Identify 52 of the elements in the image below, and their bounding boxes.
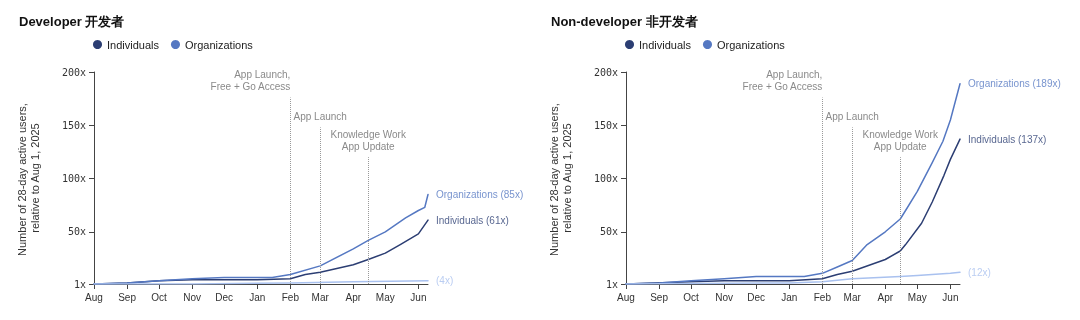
x-tick-label: Feb (813, 291, 832, 303)
annotation: (12x) (968, 266, 991, 278)
ref-line-label: Knowledge Work App Update (862, 128, 939, 152)
x-tick-label: Jan (781, 291, 798, 303)
legend-label: Individuals (639, 38, 692, 51)
annotation: Individuals (137x) (968, 133, 1047, 145)
x-tick-label: Sep (650, 291, 669, 303)
y-tick-label: 150x (61, 119, 86, 131)
x-tick-label: Sep (118, 291, 137, 303)
y-tick-label: 50x (599, 226, 618, 238)
x-tick-label: Feb (281, 291, 300, 303)
legend-label: Organizations (716, 38, 786, 51)
y-axis-title: Number of 28-day active users, relative to Aug 1, 2025 (547, 100, 573, 256)
y-tick-label: 150x (593, 119, 618, 131)
x-tick-label: Jun (410, 291, 427, 303)
x-tick-label: May (375, 291, 395, 303)
x-tick-label: Mar (843, 291, 862, 303)
annotation: Organizations (85x) (436, 189, 524, 201)
y-tick-label: 50x (67, 226, 86, 238)
x-tick-label: Mar (311, 291, 330, 303)
ref-line-label: App Launch (825, 110, 879, 122)
ref-line-label: App Launch, Free + Go Access (742, 69, 823, 93)
x-tick-label: Nov (183, 291, 202, 303)
y-tick-label: 1x (605, 278, 618, 290)
ref-line-label: App Launch (293, 110, 347, 122)
x-tick-label: Oct (683, 291, 700, 303)
ref-line-label: Knowledge Work App Update (330, 128, 407, 152)
x-tick-label: May (907, 291, 927, 303)
annotation: Organizations (189x) (968, 78, 1061, 90)
x-tick-label: Jan (249, 291, 266, 303)
y-tick-label: 200x (61, 66, 86, 78)
x-tick-label: Apr (877, 291, 894, 303)
ref-line-label: App Launch, Free + Go Access (210, 69, 291, 93)
y-tick-label: 200x (593, 66, 618, 78)
chart-title: Non-developer 非开发者 (551, 14, 698, 29)
x-tick-label: Jun (942, 291, 959, 303)
y-tick-label: 1x (73, 278, 86, 290)
legend-label: Individuals (107, 38, 160, 51)
y-tick-label: 100x (61, 173, 86, 185)
x-tick-label: Nov (715, 291, 734, 303)
y-axis-title: Number of 28-day active users, relative to Aug 1, 2025 (15, 100, 41, 256)
x-tick-label: Oct (151, 291, 168, 303)
chart-title: Developer 开发者 (19, 14, 125, 29)
annotation: Individuals (61x) (436, 214, 509, 226)
x-tick-label: Dec (215, 291, 234, 303)
x-tick-label: Aug (85, 291, 103, 303)
legend-label: Organizations (184, 38, 254, 51)
x-tick-label: Aug (617, 291, 635, 303)
y-tick-label: 100x (593, 173, 618, 185)
annotation: (4x) (436, 275, 454, 287)
x-tick-label: Dec (747, 291, 766, 303)
x-tick-label: Apr (345, 291, 362, 303)
